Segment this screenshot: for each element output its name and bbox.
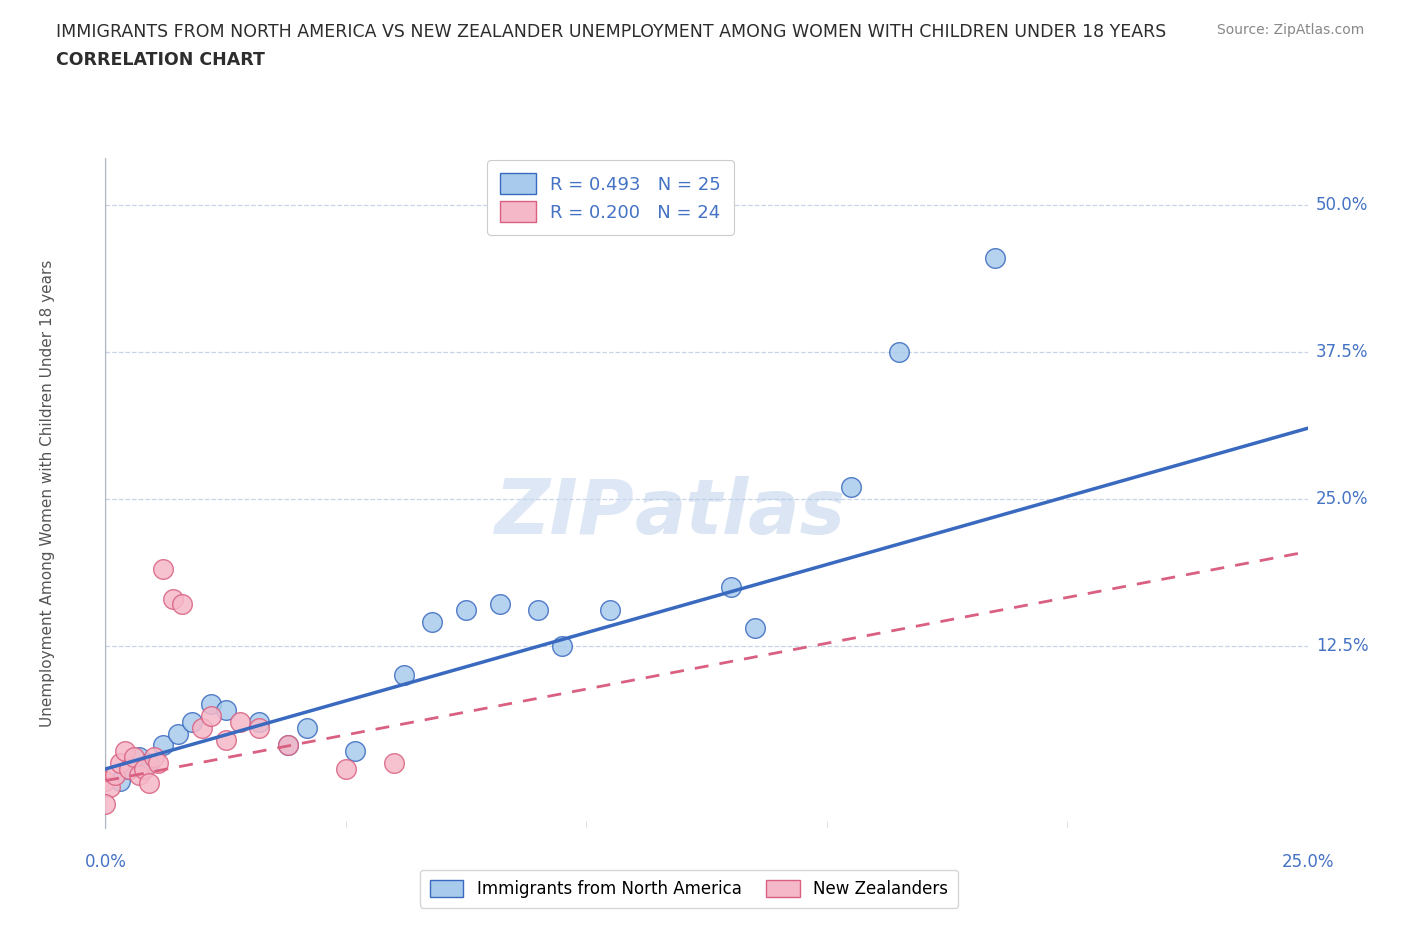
Text: atlas: atlas bbox=[634, 476, 845, 550]
Text: 0.0%: 0.0% bbox=[84, 853, 127, 870]
Text: Unemployment Among Women with Children Under 18 years: Unemployment Among Women with Children U… bbox=[41, 259, 55, 726]
Point bbox=[152, 738, 174, 753]
Point bbox=[344, 744, 367, 759]
Point bbox=[744, 620, 766, 635]
Point bbox=[277, 738, 299, 753]
Point bbox=[720, 579, 742, 594]
Point bbox=[118, 762, 141, 777]
Point bbox=[94, 773, 117, 788]
Point bbox=[181, 714, 204, 729]
Point bbox=[172, 597, 194, 612]
Point bbox=[128, 767, 150, 782]
Point bbox=[599, 603, 621, 618]
Point bbox=[551, 638, 574, 653]
Point bbox=[247, 721, 270, 736]
Point bbox=[392, 668, 415, 683]
Text: CORRELATION CHART: CORRELATION CHART bbox=[56, 51, 266, 69]
Point bbox=[132, 762, 155, 777]
Point bbox=[527, 603, 550, 618]
Text: 50.0%: 50.0% bbox=[1316, 196, 1368, 214]
Point bbox=[138, 776, 160, 790]
Text: ZIP: ZIP bbox=[495, 476, 634, 550]
Point bbox=[984, 250, 1007, 265]
Point bbox=[382, 756, 405, 771]
Point bbox=[138, 756, 160, 771]
Point bbox=[887, 344, 910, 359]
Point bbox=[488, 597, 510, 612]
Legend: Immigrants from North America, New Zealanders: Immigrants from North America, New Zeala… bbox=[420, 870, 957, 908]
Point bbox=[94, 797, 117, 812]
Point bbox=[118, 762, 141, 777]
Point bbox=[277, 738, 299, 753]
Point bbox=[108, 773, 131, 788]
Text: Source: ZipAtlas.com: Source: ZipAtlas.com bbox=[1216, 23, 1364, 37]
Text: IMMIGRANTS FROM NORTH AMERICA VS NEW ZEALANDER UNEMPLOYMENT AMONG WOMEN WITH CHI: IMMIGRANTS FROM NORTH AMERICA VS NEW ZEA… bbox=[56, 23, 1167, 41]
Point bbox=[214, 703, 236, 718]
Point bbox=[108, 756, 131, 771]
Point bbox=[297, 721, 319, 736]
Text: 25.0%: 25.0% bbox=[1281, 853, 1334, 870]
Point bbox=[200, 697, 222, 711]
Point bbox=[162, 591, 184, 606]
Point bbox=[422, 615, 444, 630]
Point bbox=[229, 714, 252, 729]
Point bbox=[200, 709, 222, 724]
Point bbox=[114, 744, 136, 759]
Text: 12.5%: 12.5% bbox=[1316, 637, 1368, 655]
Point bbox=[98, 779, 121, 794]
Point bbox=[104, 767, 127, 782]
Point bbox=[152, 562, 174, 577]
Point bbox=[247, 714, 270, 729]
Point bbox=[839, 480, 862, 495]
Point bbox=[214, 732, 236, 747]
Point bbox=[335, 762, 357, 777]
Text: 37.5%: 37.5% bbox=[1316, 343, 1368, 361]
Point bbox=[166, 726, 188, 741]
Point bbox=[142, 750, 165, 764]
Point bbox=[128, 750, 150, 764]
Point bbox=[124, 750, 146, 764]
Point bbox=[148, 756, 170, 771]
Point bbox=[190, 721, 212, 736]
Point bbox=[454, 603, 477, 618]
Legend: R = 0.493   N = 25, R = 0.200   N = 24: R = 0.493 N = 25, R = 0.200 N = 24 bbox=[486, 161, 734, 234]
Text: 25.0%: 25.0% bbox=[1316, 490, 1368, 508]
